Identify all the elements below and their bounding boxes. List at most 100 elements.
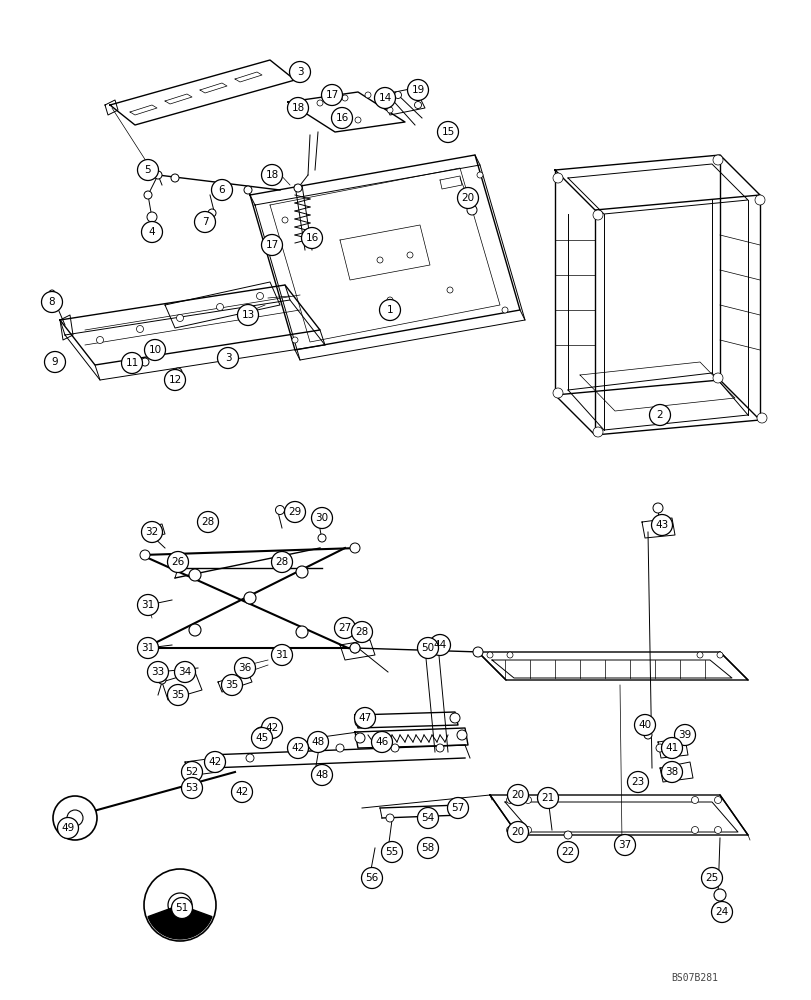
Text: 38: 38: [664, 767, 678, 777]
Circle shape: [174, 368, 182, 376]
Circle shape: [243, 186, 251, 194]
Circle shape: [311, 764, 332, 786]
Circle shape: [643, 731, 651, 739]
Circle shape: [334, 617, 355, 638]
Text: 25: 25: [705, 873, 718, 883]
Circle shape: [144, 191, 152, 199]
Circle shape: [217, 348, 238, 368]
Circle shape: [318, 534, 325, 542]
Circle shape: [122, 353, 142, 373]
Text: 3: 3: [225, 353, 231, 363]
Circle shape: [292, 337, 298, 343]
Text: 42: 42: [235, 787, 248, 797]
Circle shape: [251, 727, 272, 748]
Circle shape: [712, 373, 722, 383]
Circle shape: [204, 520, 215, 530]
Circle shape: [506, 826, 513, 833]
Circle shape: [652, 503, 663, 513]
Text: 36: 36: [238, 663, 251, 673]
Circle shape: [137, 159, 158, 181]
Text: 32: 32: [145, 527, 158, 537]
Circle shape: [137, 594, 158, 615]
Circle shape: [271, 644, 292, 666]
Circle shape: [204, 752, 225, 772]
Text: 13: 13: [241, 310, 255, 320]
Circle shape: [174, 662, 195, 682]
Circle shape: [661, 737, 682, 758]
Circle shape: [394, 92, 401, 99]
Circle shape: [507, 784, 528, 805]
Circle shape: [152, 347, 163, 357]
Circle shape: [284, 502, 305, 522]
Text: 10: 10: [148, 345, 161, 355]
Circle shape: [447, 797, 468, 818]
Circle shape: [275, 506, 284, 514]
Text: 31: 31: [275, 650, 288, 660]
Circle shape: [258, 731, 266, 739]
Circle shape: [701, 867, 722, 888]
Text: 30: 30: [315, 513, 328, 523]
Circle shape: [712, 903, 722, 913]
Circle shape: [712, 155, 722, 165]
Circle shape: [167, 552, 188, 572]
Text: 3: 3: [296, 67, 303, 77]
Circle shape: [691, 796, 697, 803]
Circle shape: [316, 100, 323, 106]
Text: 15: 15: [441, 127, 454, 137]
Circle shape: [661, 762, 682, 782]
Circle shape: [243, 661, 251, 669]
Circle shape: [714, 796, 721, 803]
Circle shape: [144, 340, 165, 360]
Circle shape: [237, 785, 247, 795]
Text: 16: 16: [335, 113, 348, 123]
Circle shape: [437, 121, 458, 143]
Circle shape: [137, 638, 158, 658]
Circle shape: [214, 184, 221, 192]
Circle shape: [487, 652, 492, 658]
Circle shape: [423, 844, 431, 852]
Circle shape: [336, 744, 344, 752]
Text: 34: 34: [178, 667, 191, 677]
Circle shape: [507, 821, 528, 842]
Circle shape: [45, 352, 66, 372]
Text: 17: 17: [265, 240, 278, 250]
Circle shape: [614, 834, 635, 855]
Circle shape: [754, 195, 764, 205]
Circle shape: [476, 172, 483, 178]
Circle shape: [417, 837, 438, 858]
Circle shape: [365, 92, 371, 98]
Circle shape: [376, 257, 383, 263]
Circle shape: [275, 647, 285, 657]
Circle shape: [271, 552, 292, 572]
Text: 58: 58: [421, 843, 434, 853]
Circle shape: [350, 543, 359, 553]
Text: 54: 54: [421, 813, 434, 823]
Circle shape: [407, 80, 428, 101]
Text: 20: 20: [461, 193, 474, 203]
Circle shape: [436, 744, 444, 752]
Text: 33: 33: [151, 667, 165, 677]
Circle shape: [713, 889, 725, 901]
Circle shape: [357, 625, 367, 635]
Text: 39: 39: [677, 730, 691, 740]
Circle shape: [197, 512, 218, 532]
Circle shape: [261, 717, 282, 738]
Text: 2: 2: [656, 410, 663, 420]
Circle shape: [182, 778, 202, 798]
Circle shape: [139, 643, 150, 653]
Text: BS07B281: BS07B281: [671, 973, 718, 983]
Circle shape: [371, 731, 392, 752]
Circle shape: [391, 744, 398, 752]
Text: 17: 17: [325, 90, 338, 100]
Polygon shape: [148, 905, 212, 939]
Circle shape: [321, 85, 342, 106]
Text: 40: 40: [637, 720, 650, 730]
Circle shape: [387, 297, 393, 303]
Circle shape: [141, 522, 162, 542]
Circle shape: [435, 640, 444, 650]
Text: 44: 44: [433, 640, 446, 650]
Text: 45: 45: [255, 733, 268, 743]
Circle shape: [136, 326, 144, 332]
Circle shape: [716, 652, 722, 658]
Text: 46: 46: [375, 737, 388, 747]
